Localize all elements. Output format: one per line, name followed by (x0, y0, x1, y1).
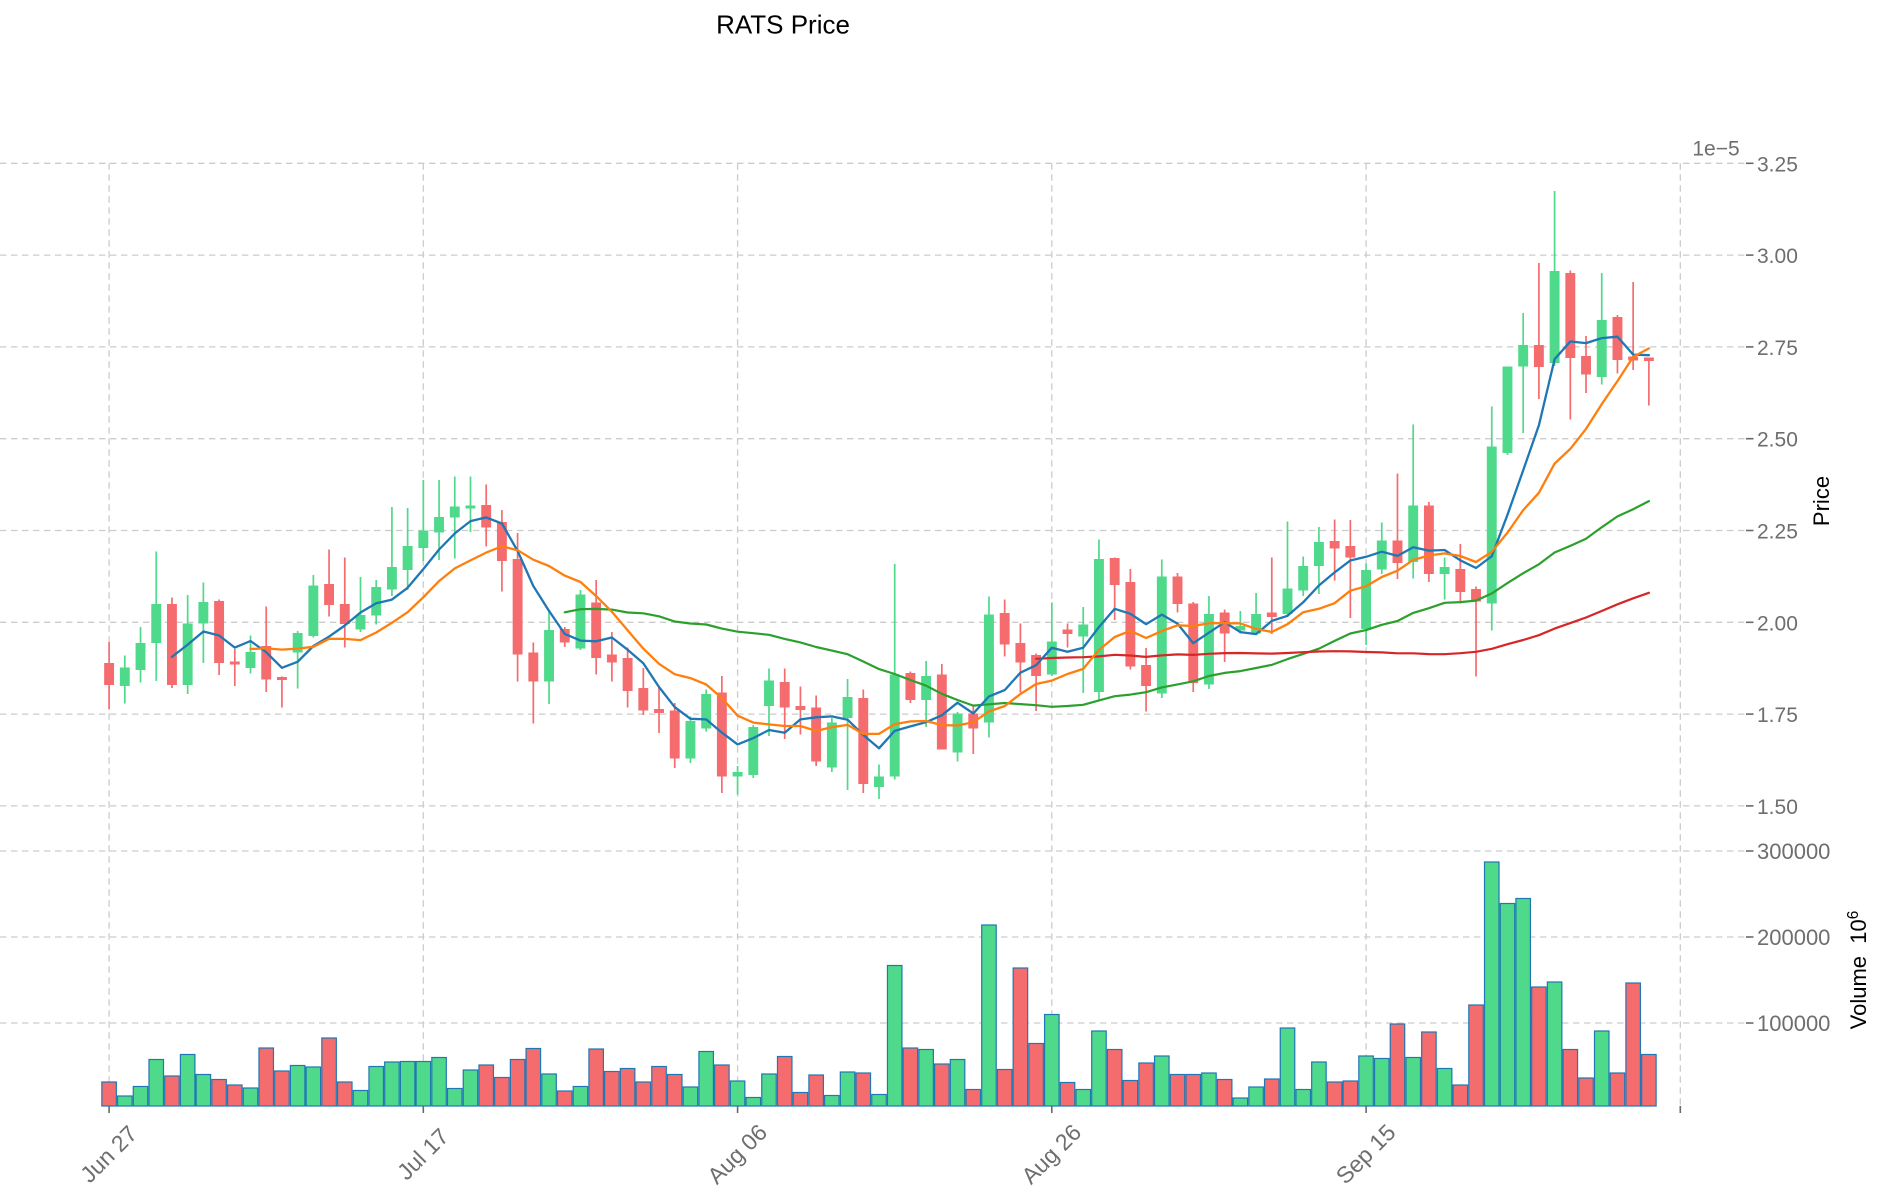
svg-text:2.50: 2.50 (1757, 429, 1798, 452)
svg-text:Price: Price (1809, 476, 1834, 526)
svg-text:300000: 300000 (1757, 839, 1830, 864)
svg-text:2.75: 2.75 (1757, 337, 1798, 360)
svg-text:100000: 100000 (1757, 1011, 1830, 1036)
svg-text:3.00: 3.00 (1757, 245, 1798, 268)
svg-text:2.25: 2.25 (1757, 521, 1798, 544)
svg-text:RATS Price: RATS Price (716, 10, 850, 40)
svg-text:1.50: 1.50 (1757, 796, 1798, 819)
svg-text:1.75: 1.75 (1757, 704, 1798, 727)
svg-text:Volume 106: Volume 106 (1845, 911, 1871, 1030)
svg-text:3.25: 3.25 (1757, 153, 1798, 176)
svg-text:200000: 200000 (1757, 925, 1830, 950)
svg-text:2.00: 2.00 (1757, 612, 1798, 635)
svg-text:1e−5: 1e−5 (1692, 138, 1739, 161)
